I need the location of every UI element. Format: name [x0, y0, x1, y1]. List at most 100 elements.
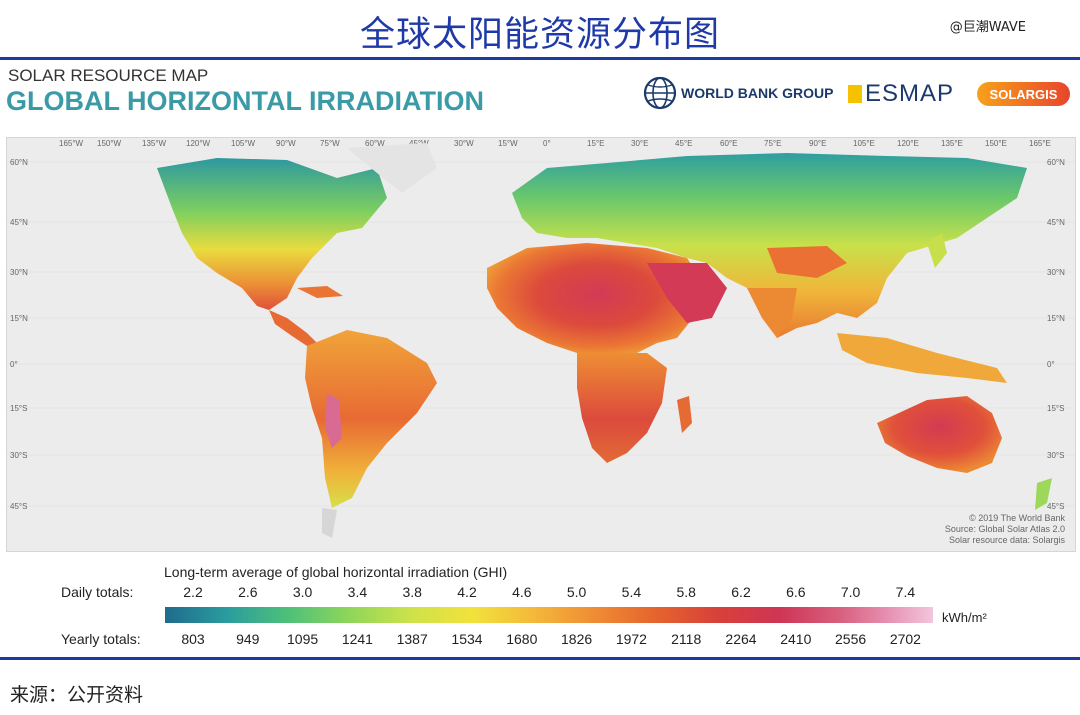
legend-title: Long-term average of global horizontal i…: [164, 564, 508, 580]
latitude-labels-right: 60°N 45°N 30°N 15°N 0° 15°S 30°S 45°S: [1047, 158, 1065, 511]
yearly-tick: 949: [236, 631, 260, 647]
yearly-tick: 2264: [725, 631, 757, 647]
eurasia-region: [512, 153, 1027, 338]
yearly-tick: 2410: [780, 631, 812, 647]
japan-region: [927, 233, 947, 268]
lon-label: 165°E: [1029, 139, 1051, 148]
lon-label: 150°E: [985, 139, 1007, 148]
lat-label: 15°S: [10, 404, 27, 413]
lon-label: 150°W: [97, 139, 122, 148]
globe-icon: [643, 76, 677, 110]
esmap-mark-icon: [848, 85, 862, 103]
lon-label: 165°W: [59, 139, 84, 148]
arabia-region: [647, 263, 727, 323]
lat-label: 30°N: [10, 268, 28, 277]
lon-label: 75°E: [764, 139, 781, 148]
attribution-line: Source: Global Solar Atlas 2.0: [944, 524, 1065, 534]
daily-tick: 7.0: [840, 584, 861, 600]
lat-label: 0°: [10, 360, 18, 369]
daily-tick: 2.6: [238, 584, 258, 600]
lat-label: 45°N: [10, 218, 28, 227]
esmap-logo: ESMAP: [848, 80, 954, 108]
daily-tick: 3.8: [402, 584, 422, 600]
daily-tick: 3.0: [292, 584, 313, 600]
yearly-tick: 1972: [615, 631, 647, 647]
lat-label: 15°S: [1047, 404, 1064, 413]
lat-label: 45°S: [10, 502, 27, 511]
yearly-tick: 1534: [451, 631, 483, 647]
central-america-region: [269, 310, 317, 346]
bottom-divider: [0, 657, 1080, 660]
lon-label: 75°W: [320, 139, 340, 148]
lat-label: 60°N: [10, 158, 28, 167]
lat-label: 45°N: [1047, 218, 1065, 227]
attribution: © 2019 The World Bank Source: Global Sol…: [945, 513, 1065, 546]
africa-south-region: [577, 353, 667, 463]
daily-tick: 7.4: [895, 584, 916, 600]
madagascar-region: [677, 396, 692, 433]
latitude-labels-left: 60°N 45°N 30°N 15°N 0° 15°S 30°S 45°S: [10, 158, 28, 511]
yearly-tick: 1241: [341, 631, 373, 647]
new-zealand-region: [1035, 478, 1052, 510]
map-title: GLOBAL HORIZONTAL IRRADIATION: [6, 86, 484, 116]
longitude-labels: 165°W 150°W 135°W 120°W 105°W 90°W 75°W …: [59, 139, 1051, 148]
lon-label: 120°W: [186, 139, 211, 148]
lon-label: 0°: [543, 139, 551, 148]
unit-label: kWh/m²: [942, 610, 987, 625]
daily-tick: 4.6: [512, 584, 532, 600]
lat-label: 30°N: [1047, 268, 1065, 277]
daily-tick: 5.8: [676, 584, 696, 600]
yearly-tick: 1680: [506, 631, 538, 647]
world-bank-logo: WORLD BANK GROUP: [643, 76, 833, 110]
lon-label: 30°E: [631, 139, 648, 148]
lon-label: 45°E: [675, 139, 692, 148]
yearly-tick: 1095: [287, 631, 319, 647]
lat-label: 60°N: [1047, 158, 1065, 167]
lon-label: 120°E: [897, 139, 919, 148]
world-map: 165°W 150°W 135°W 120°W 105°W 90°W 75°W …: [6, 137, 1076, 552]
north-america-region: [157, 158, 387, 310]
lon-label: 15°W: [498, 139, 518, 148]
yearly-tick: 1387: [396, 631, 428, 647]
yearly-totals-label: Yearly totals:: [61, 631, 141, 647]
lon-label: 135°E: [941, 139, 963, 148]
lon-label: 105°E: [853, 139, 875, 148]
lat-label: 15°N: [10, 314, 28, 323]
lat-label: 15°N: [1047, 314, 1065, 323]
yearly-tick: 1826: [561, 631, 593, 647]
daily-tick: 5.4: [621, 584, 642, 600]
attribution-container: © 2019 The World Bank Source: Global Sol…: [945, 513, 1065, 546]
lat-label: 30°S: [10, 451, 27, 460]
solargis-logo: SOLARGIS: [977, 82, 1070, 106]
south-america-region: [305, 330, 437, 508]
se-asia-region: [837, 333, 1007, 383]
attribution-line: Solar resource data: Solargis: [948, 535, 1065, 545]
lon-label: 105°W: [231, 139, 256, 148]
lat-label: 0°: [1047, 360, 1055, 369]
daily-tick: 6.2: [731, 584, 751, 600]
yearly-tick: 2556: [835, 631, 867, 647]
india-region: [747, 288, 797, 338]
tibet-highlight: [767, 246, 847, 278]
caribbean-region: [297, 286, 343, 298]
patagonia-region: [322, 508, 337, 538]
lon-label: 90°E: [809, 139, 826, 148]
yearly-tick: 2702: [889, 631, 921, 647]
lon-label: 60°E: [720, 139, 737, 148]
daily-tick: 4.2: [457, 584, 477, 600]
world-bank-logo-text: WORLD BANK GROUP: [681, 85, 834, 101]
page-title: 全球太阳能资源分布图: [359, 15, 720, 55]
lat-label: 30°S: [1047, 451, 1064, 460]
lon-label: 15°E: [587, 139, 604, 148]
esmap-logo-text: ESMAP: [865, 80, 955, 107]
andes-highlight: [325, 393, 342, 448]
map-subtitle: SOLAR RESOURCE MAP: [8, 66, 209, 85]
greenland-region: [347, 143, 437, 193]
lon-label: 135°W: [142, 139, 167, 148]
attribution-line: © 2019 The World Bank: [969, 513, 1065, 523]
daily-tick: 3.4: [347, 584, 368, 600]
color-scale-bar: [165, 607, 933, 623]
source-note: 来源：公开资料: [10, 684, 144, 706]
watermark: @巨潮WAVE: [949, 20, 1026, 35]
yearly-tick: 2118: [671, 631, 702, 647]
